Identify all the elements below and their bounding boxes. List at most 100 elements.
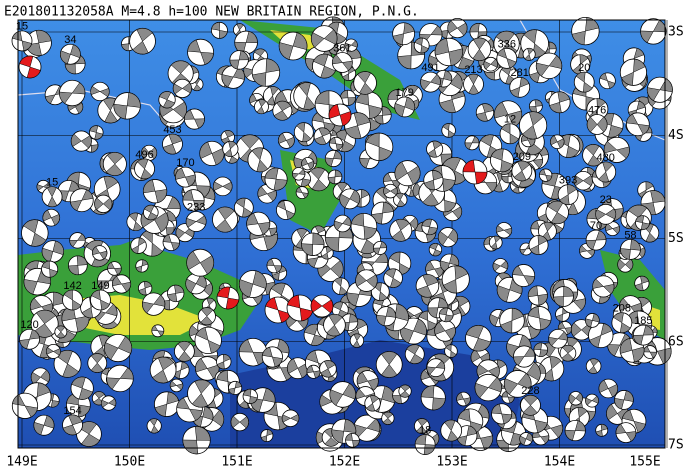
focal-mechanism <box>199 140 225 166</box>
ball-quadrant <box>399 384 411 398</box>
ball-quadrant <box>381 351 398 378</box>
focal-mechanism <box>222 140 239 158</box>
focal-mechanism <box>415 274 440 298</box>
focal-mechanism <box>104 333 133 363</box>
focal-mechanism <box>413 418 430 434</box>
focal-mechanism <box>135 259 149 273</box>
ball-quadrant <box>132 28 153 55</box>
ball-quadrant <box>339 189 361 209</box>
event-mechanism <box>585 229 607 251</box>
focal-mechanism <box>149 356 177 384</box>
ball-quadrant <box>310 167 327 192</box>
ball-quadrant <box>568 392 583 404</box>
lon-label: 154E <box>544 455 575 470</box>
focal-mechanism <box>398 384 412 398</box>
focal-mechanisms: 34 15 453 496 170 15 233 491 336 281 20 476 480 393 23… <box>11 16 673 455</box>
focal-mechanism <box>247 147 273 173</box>
ball-quadrant <box>314 127 331 145</box>
ball-quadrant <box>585 395 599 406</box>
event-mechanism <box>632 324 654 346</box>
focal-mechanism <box>528 235 549 256</box>
event-label: 228 <box>521 385 539 397</box>
focal-mechanism <box>211 21 228 39</box>
event-mechanism <box>11 30 33 52</box>
ball-quadrant <box>519 432 533 446</box>
focal-mechanism <box>323 313 346 337</box>
ball-quadrant <box>191 379 211 408</box>
ball-quadrant <box>273 100 291 121</box>
focal-mechanism <box>617 256 634 273</box>
focal-mechanism <box>230 412 250 432</box>
focal-mechanism-red <box>286 294 314 322</box>
event-label: 20 <box>578 62 590 74</box>
focal-mechanism <box>187 379 216 408</box>
ball-quadrant <box>91 289 110 311</box>
focal-mechanism <box>229 50 249 70</box>
ball-quadrant <box>59 82 86 104</box>
ball-quadrant <box>394 161 421 185</box>
ball-quadrant <box>533 342 548 357</box>
focal-mechanism <box>197 307 216 326</box>
ball-quadrant <box>89 125 104 140</box>
focal-mechanism <box>21 219 49 247</box>
focal-mechanism <box>370 282 390 302</box>
focal-mechanism-red <box>264 296 292 324</box>
ball-quadrant <box>264 167 288 191</box>
focal-mechanism <box>272 100 293 121</box>
focal-mechanism <box>313 127 332 145</box>
ball-quadrant <box>442 123 455 138</box>
focal-mechanism <box>254 99 269 115</box>
focal-mechanism <box>41 240 65 263</box>
ball-quadrant <box>211 22 228 39</box>
ball-quadrant <box>19 329 40 350</box>
focal-mechanism <box>195 356 220 381</box>
focal-mechanism <box>495 222 513 239</box>
ball-quadrant <box>434 38 463 66</box>
focal-mechanism <box>441 123 456 138</box>
ball-quadrant <box>391 218 410 242</box>
ball-quadrant <box>523 395 538 416</box>
focal-mechanism <box>212 206 239 233</box>
event-label: 12 <box>504 114 516 126</box>
ball-quadrant <box>215 206 235 233</box>
ball-quadrant <box>177 341 192 362</box>
ball-quadrant <box>553 286 574 307</box>
ball-quadrant <box>527 306 552 331</box>
ball-quadrant <box>182 189 205 211</box>
event-label: 70 <box>590 220 602 232</box>
ball-quadrant <box>603 141 630 159</box>
ball-quadrant <box>626 113 650 135</box>
event-label: 393 <box>559 175 577 187</box>
focal-mechanism <box>221 65 246 89</box>
ball-quadrant <box>85 240 109 268</box>
ball-quadrant <box>175 167 196 187</box>
ball-quadrant <box>90 85 110 98</box>
ball-quadrant <box>443 265 469 294</box>
ball-quadrant <box>176 397 203 421</box>
ball-quadrant <box>278 32 308 60</box>
ball-quadrant <box>142 294 166 314</box>
lat-label: 6S <box>668 334 684 349</box>
ball-quadrant <box>429 243 442 257</box>
ball-quadrant <box>447 20 468 36</box>
ball-quadrant <box>333 216 352 231</box>
ball-quadrant <box>327 169 343 185</box>
ball-quadrant <box>42 209 60 226</box>
ball-quadrant <box>589 323 613 348</box>
ball-quadrant <box>172 82 192 95</box>
focal-mechanism <box>518 111 548 140</box>
focal-mechanism <box>306 364 321 379</box>
focal-mechanism <box>389 218 413 242</box>
lon-label: 150E <box>114 455 145 470</box>
ball-quadrant <box>513 347 536 366</box>
ball-quadrant <box>420 385 446 411</box>
focal-mechanism <box>553 286 574 307</box>
focal-mechanism <box>584 313 600 328</box>
focal-mechanism <box>383 268 403 288</box>
ball-quadrant <box>68 255 88 275</box>
event-label: 149 <box>91 280 109 292</box>
ball-quadrant <box>345 433 360 448</box>
focal-mechanism <box>465 325 492 352</box>
focal-mechanism <box>25 29 52 56</box>
